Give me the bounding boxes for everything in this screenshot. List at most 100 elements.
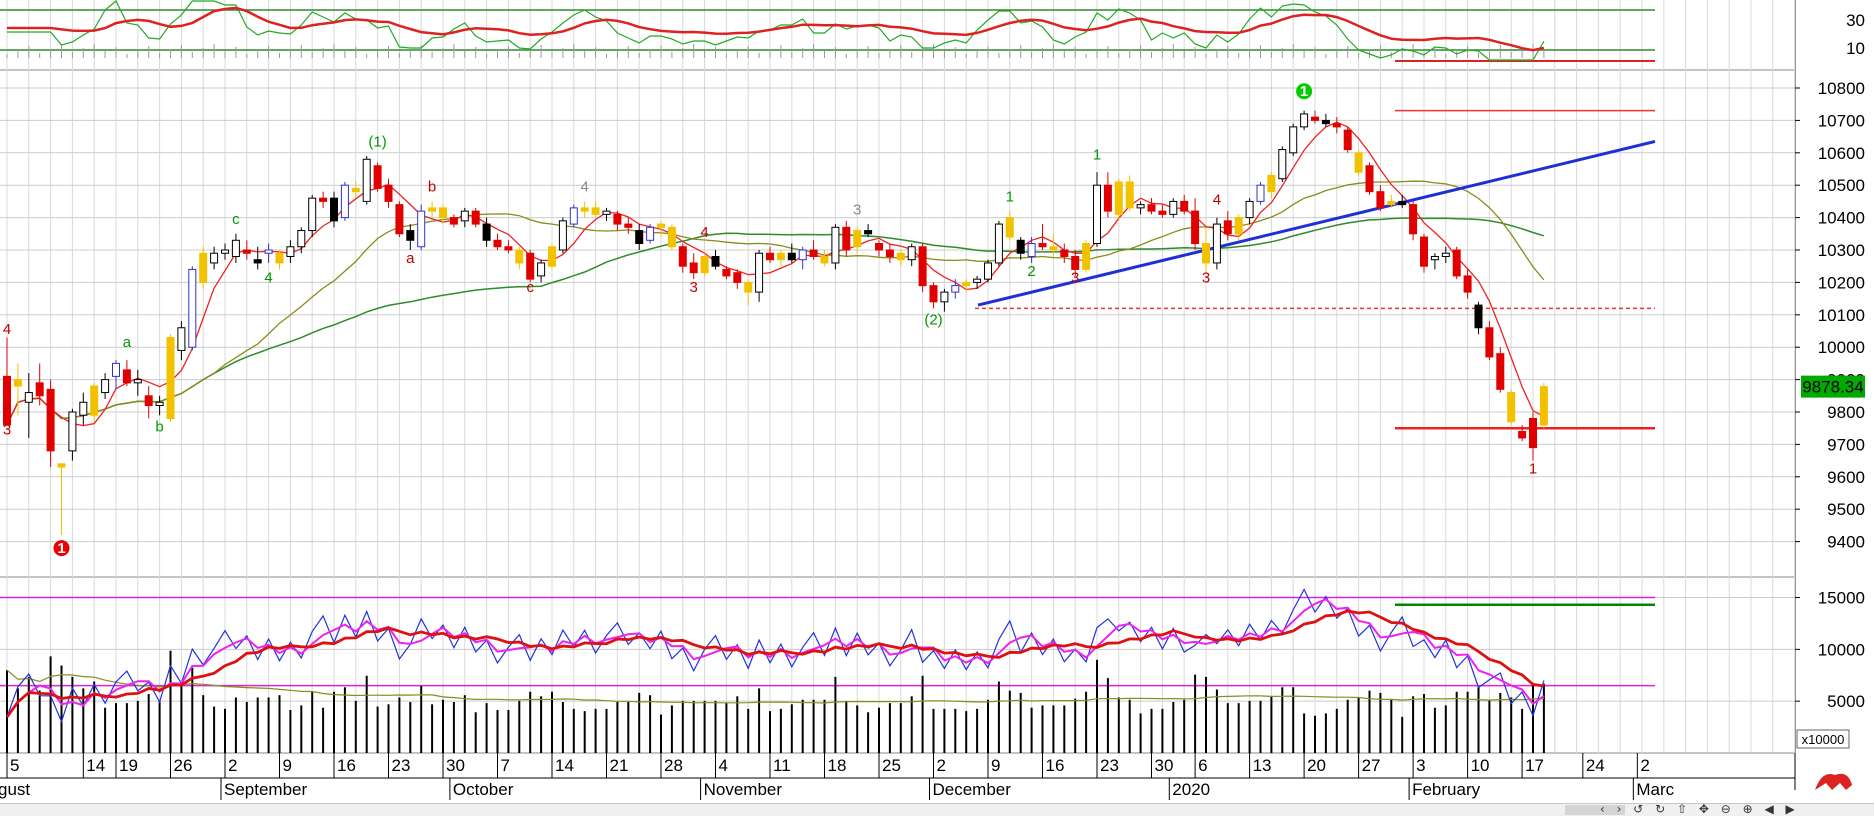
y-tick-label: 5000 (1827, 692, 1865, 711)
candle-body (112, 362, 120, 377)
candle-body (678, 246, 687, 267)
candle-body (591, 207, 600, 215)
candle-body (1354, 152, 1363, 173)
candle-body (831, 226, 840, 264)
candle-body (482, 223, 491, 241)
indicator-magenta-line (6, 598, 1545, 718)
candle-body (46, 388, 55, 452)
candle-body (787, 252, 796, 261)
candle-body (384, 184, 393, 202)
candle-body (700, 255, 709, 274)
candle-body (122, 369, 131, 384)
candle-body (864, 230, 873, 235)
wave-annotation: 2 (1027, 263, 1035, 280)
candle-body (602, 210, 611, 215)
candle-body (689, 262, 698, 274)
candle-body (210, 252, 219, 264)
candle-body (1289, 126, 1298, 154)
wave-annotation: c (232, 211, 240, 228)
candle-body (1420, 236, 1428, 267)
volume-unit-box (1796, 729, 1850, 749)
candle-body (842, 226, 851, 251)
x-date-label: 25 (882, 756, 901, 775)
candle-body (1452, 249, 1461, 277)
candle-body (657, 223, 665, 228)
candle-body (319, 197, 328, 202)
candle-body (820, 255, 829, 264)
y-tick-label: 10800 (1818, 79, 1865, 98)
candle-body (1125, 181, 1134, 209)
candle-body (242, 249, 251, 254)
x-date-label: 6 (1198, 756, 1207, 775)
candle-body (1202, 243, 1210, 264)
candle-body (1441, 252, 1450, 257)
candle-body (951, 285, 960, 293)
candle-body (1049, 246, 1058, 251)
candle-body (133, 379, 142, 384)
candle-body (395, 204, 404, 235)
axes: 30 10 10800 10700 10600 10500 10400 10300 10200 1… (0, 11, 1867, 800)
x-month-label: Marc (1636, 780, 1674, 799)
candle-body (1311, 116, 1319, 121)
candle-body (286, 246, 295, 257)
x-date-label: 14 (555, 756, 574, 775)
candle-body (428, 207, 437, 212)
candle-body (504, 246, 513, 251)
scroll-thumb[interactable] (1565, 805, 1625, 815)
last-price-badge (1801, 375, 1865, 398)
y-tick-label: 9600 (1827, 468, 1865, 487)
candle-body (635, 230, 644, 245)
candle-body (275, 252, 284, 264)
candle-body (558, 220, 567, 251)
candle-body (1539, 386, 1548, 426)
x-month-label: September (224, 780, 307, 799)
candle-body (853, 230, 862, 248)
wave-annotation: (1) (368, 133, 386, 150)
volume-unit-label: x10000 (1802, 732, 1845, 747)
x-date-label: 24 (1586, 756, 1605, 775)
candle-body (711, 255, 720, 267)
x-date-label: 14 (86, 756, 105, 775)
y-tick-label: 30 (1846, 11, 1865, 30)
candle-body (1409, 204, 1418, 235)
grid (0, 0, 1796, 790)
y-tick-label: 10600 (1818, 144, 1865, 163)
candle-body (493, 239, 502, 248)
wave-annotation: 1 (1529, 461, 1537, 478)
candle-body (798, 249, 807, 261)
wave-annotation: 3 (690, 279, 698, 296)
x-date-label: 19 (119, 756, 138, 775)
candle-body (569, 207, 578, 225)
wave-annotation: 3 (3, 422, 11, 439)
y-tick-label: 10000 (1818, 640, 1865, 659)
candle-body (1038, 243, 1047, 248)
candle-body (1027, 243, 1036, 257)
candle-body (57, 463, 66, 468)
candle-body (1060, 249, 1069, 257)
candle-body (177, 327, 186, 351)
x-date-label: 2 (1640, 756, 1649, 775)
wave-annotation: (2) (924, 312, 942, 329)
indicator-red-line (5, 609, 1545, 718)
candle-body (449, 217, 458, 225)
candle-body (330, 197, 338, 222)
candle-body (1234, 217, 1243, 235)
candle-body (1365, 165, 1374, 193)
candle-body (733, 272, 742, 283)
wave-annotation: c (526, 279, 534, 296)
volume-ma-line (6, 669, 1544, 704)
candle-body (1256, 184, 1265, 202)
candle-body (548, 246, 556, 267)
signal-marker-label: 1 (1300, 83, 1308, 100)
horizontal-scrollbar[interactable] (0, 803, 1874, 816)
navigation-icons[interactable]: ‹ › ↺ ↻ ⇧ ✥ ⊖ ⊕ ◀ ▶ (1600, 802, 1799, 816)
ma-long-line (6, 217, 1545, 426)
x-date-label: 10 (1471, 756, 1490, 775)
candle-body (406, 230, 415, 241)
trendline (977, 140, 1656, 307)
candle-body (907, 246, 916, 261)
y-tick-label: 9500 (1827, 500, 1865, 519)
ma-short-line (6, 121, 1545, 427)
y-tick-label: 10000 (1818, 338, 1865, 357)
candle-body (231, 239, 240, 257)
